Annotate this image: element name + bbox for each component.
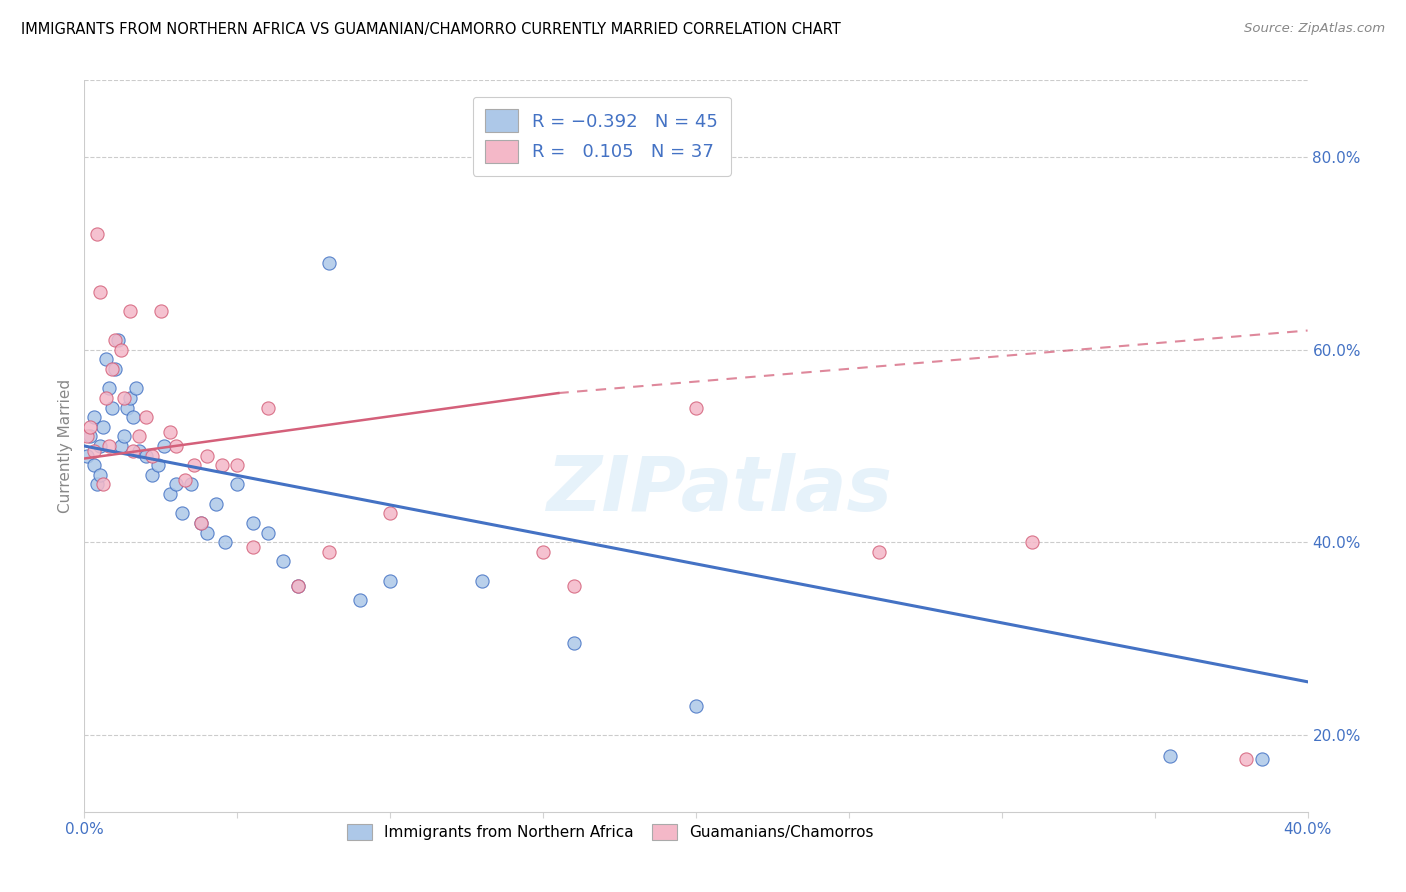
Point	[86, 227, 108, 242]
Point	[76, 429, 98, 443]
Point	[89, 285, 111, 299]
Point	[135, 410, 157, 425]
Point	[562, 578, 585, 592]
Point	[195, 525, 218, 540]
Point	[1250, 752, 1272, 766]
Point	[287, 578, 309, 592]
Point	[128, 429, 150, 443]
Point	[83, 458, 105, 473]
Point	[471, 574, 494, 588]
Point	[122, 443, 145, 458]
Point	[104, 362, 127, 376]
Point	[190, 516, 212, 530]
Point	[115, 401, 138, 415]
Point	[685, 401, 707, 415]
Point	[79, 419, 101, 434]
Point	[135, 449, 157, 463]
Point	[257, 401, 280, 415]
Point	[89, 439, 111, 453]
Point	[562, 636, 585, 650]
Point	[1021, 535, 1043, 549]
Point	[101, 362, 124, 376]
Point	[146, 458, 169, 473]
Point	[128, 443, 150, 458]
Point	[205, 497, 228, 511]
Point	[287, 578, 309, 592]
Point	[112, 429, 135, 443]
Point	[120, 304, 142, 318]
Point	[86, 477, 108, 491]
Legend: Immigrants from Northern Africa, Guamanians/Chamorros: Immigrants from Northern Africa, Guamani…	[340, 816, 882, 848]
Point	[226, 458, 249, 473]
Y-axis label: Currently Married: Currently Married	[58, 379, 73, 513]
Point	[869, 545, 891, 559]
Point	[242, 516, 264, 530]
Point	[149, 304, 172, 318]
Point	[159, 487, 181, 501]
Point	[107, 333, 129, 347]
Point	[83, 443, 105, 458]
Point	[165, 477, 187, 491]
Point	[1236, 752, 1258, 766]
Point	[153, 439, 176, 453]
Point	[271, 554, 294, 568]
Point	[125, 381, 148, 395]
Point	[190, 516, 212, 530]
Point	[242, 540, 264, 554]
Point	[318, 256, 340, 270]
Point	[1159, 748, 1181, 763]
Point	[97, 439, 120, 453]
Point	[91, 419, 114, 434]
Point	[110, 343, 132, 357]
Point	[83, 410, 105, 425]
Point	[257, 525, 280, 540]
Point	[122, 410, 145, 425]
Point	[380, 574, 402, 588]
Point	[141, 467, 163, 482]
Point	[101, 401, 124, 415]
Point	[180, 477, 202, 491]
Point	[120, 391, 142, 405]
Point	[94, 352, 117, 367]
Point	[141, 449, 163, 463]
Point	[174, 473, 197, 487]
Point	[97, 381, 120, 395]
Point	[110, 439, 132, 453]
Point	[104, 333, 127, 347]
Text: ZIPatlas: ZIPatlas	[547, 453, 893, 527]
Point	[159, 425, 181, 439]
Point	[685, 698, 707, 713]
Point	[165, 439, 187, 453]
Point	[183, 458, 205, 473]
Text: IMMIGRANTS FROM NORTHERN AFRICA VS GUAMANIAN/CHAMORRO CURRENTLY MARRIED CORRELAT: IMMIGRANTS FROM NORTHERN AFRICA VS GUAMA…	[21, 22, 841, 37]
Point	[91, 477, 114, 491]
Point	[112, 391, 135, 405]
Point	[76, 449, 98, 463]
Text: Source: ZipAtlas.com: Source: ZipAtlas.com	[1244, 22, 1385, 36]
Point	[214, 535, 236, 549]
Point	[318, 545, 340, 559]
Point	[226, 477, 249, 491]
Point	[79, 429, 101, 443]
Point	[195, 449, 218, 463]
Point	[531, 545, 554, 559]
Point	[380, 507, 402, 521]
Point	[172, 507, 194, 521]
Point	[89, 467, 111, 482]
Point	[349, 593, 371, 607]
Point	[94, 391, 117, 405]
Point	[211, 458, 233, 473]
